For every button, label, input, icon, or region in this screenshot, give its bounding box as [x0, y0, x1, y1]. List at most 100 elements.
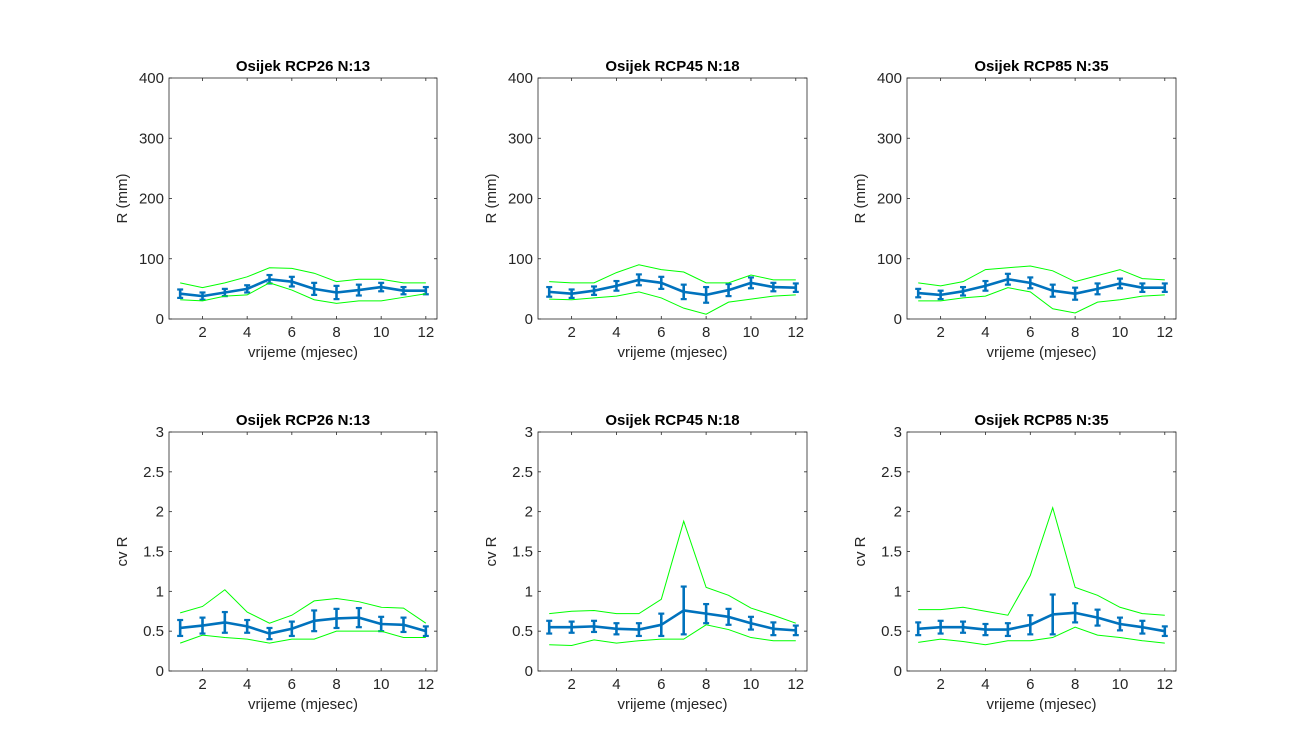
mean-series-line: [918, 277, 1165, 297]
y-tick-label: 0: [156, 311, 164, 328]
chart-title: Osijek RCP45 N:18: [605, 58, 739, 75]
y-tick-label: 1.5: [881, 544, 902, 561]
error-bar-month-7: [1049, 593, 1056, 636]
error-bar-month-9: [355, 283, 362, 297]
error-bar-month-8: [1072, 286, 1079, 301]
x-tick-label: 6: [657, 676, 665, 693]
error-bar-month-9: [725, 607, 732, 626]
error-bar-month-9: [1094, 608, 1101, 627]
x-tick-label: 8: [332, 676, 340, 693]
plot-frame: [906, 431, 1177, 672]
x-axis-label: vrijeme (mjesec): [617, 696, 727, 713]
y-tick-label: 1: [156, 583, 164, 600]
upper-bound-line: [918, 265, 1165, 287]
lower-bound-line: [549, 291, 796, 315]
x-tick-label: 6: [1026, 324, 1034, 341]
y-axis-label: cv R: [852, 536, 869, 566]
y-tick-label: 1: [894, 583, 902, 600]
error-bar-month-10: [378, 281, 385, 293]
y-tick-label: 3: [525, 424, 533, 441]
error-bar-month-3: [960, 620, 967, 634]
chart-panel-3: Osijek RCP85 N:35 0 100 200 300 400 2 4 6 8 10 12 vr…: [852, 58, 1177, 361]
error-bar-month-3: [591, 619, 598, 634]
x-tick-label: 12: [787, 324, 804, 341]
upper-bound-line: [918, 505, 1165, 616]
error-bar-month-11: [770, 621, 777, 637]
x-tick-label: 12: [417, 324, 434, 341]
error-bar-month-7: [680, 585, 687, 636]
error-bar-month-10: [1116, 616, 1123, 632]
error-bar-month-10: [747, 276, 754, 290]
x-axis-label: vrijeme (mjesec): [617, 344, 727, 361]
error-bar-month-12: [1161, 282, 1168, 293]
error-bar-month-4: [613, 622, 620, 636]
mean-series-line: [180, 616, 427, 635]
x-tick-label: 12: [1156, 676, 1173, 693]
error-bar-month-6: [288, 620, 295, 638]
y-tick-label: 0: [525, 311, 533, 328]
error-bar-month-1: [915, 287, 922, 299]
error-bar-month-2: [199, 291, 206, 301]
error-bar-month-5: [635, 622, 642, 638]
error-bar-month-8: [1072, 602, 1079, 624]
y-tick-label: 400: [139, 70, 164, 87]
error-bar-month-5: [266, 626, 273, 641]
x-tick-label: 10: [373, 324, 390, 341]
x-tick-label: 12: [417, 676, 434, 693]
x-tick-label: 4: [612, 324, 620, 341]
x-tick-label: 8: [702, 324, 710, 341]
error-bar-month-12: [1161, 625, 1168, 638]
upper-bound-line: [180, 589, 427, 624]
x-tick-label: 10: [373, 676, 390, 693]
lower-bound-line: [180, 282, 426, 304]
y-tick-label: 200: [508, 191, 533, 208]
x-tick-label: 12: [1156, 324, 1173, 341]
y-axis-label: cv R: [483, 536, 500, 566]
upper-bound-line: [180, 267, 426, 289]
chart-title: Osijek RCP85 N:35: [974, 412, 1108, 429]
error-bar-month-3: [221, 610, 228, 634]
x-tick-label: 10: [1112, 676, 1129, 693]
chart-title: Osijek RCP85 N:35: [974, 58, 1108, 75]
lower-bound-line: [918, 287, 1165, 314]
x-tick-label: 4: [981, 324, 989, 341]
error-bar-month-1: [546, 619, 553, 635]
x-tick-label: 2: [567, 324, 575, 341]
error-bar-month-9: [725, 282, 732, 298]
lower-bound-line: [179, 630, 426, 644]
error-bar-month-11: [400, 616, 407, 634]
error-bar-month-4: [244, 618, 251, 634]
error-bar-month-10: [747, 615, 754, 631]
error-bar-month-4: [982, 279, 989, 292]
x-tick-label: 10: [743, 676, 760, 693]
x-tick-label: 2: [198, 676, 206, 693]
error-bar-month-5: [635, 273, 642, 287]
chart-title: Osijek RCP26 N:13: [236, 412, 370, 429]
x-tick-label: 2: [198, 324, 206, 341]
chart-title: Osijek RCP26 N:13: [236, 58, 370, 75]
y-tick-label: 300: [508, 130, 533, 147]
error-bar-month-8: [703, 602, 710, 625]
x-tick-label: 2: [936, 676, 944, 693]
y-tick-label: 2.5: [512, 464, 533, 481]
y-tick-label: 0.5: [512, 623, 533, 640]
x-tick-label: 4: [243, 324, 251, 341]
chart-title: Osijek RCP45 N:18: [605, 412, 739, 429]
x-axis-label: vrijeme (mjesec): [248, 696, 358, 713]
chart-panel-2: Osijek RCP45 N:18 0 100 200 300 400 2 4 6 8 10 12 vr…: [483, 58, 808, 361]
x-tick-label: 8: [1071, 676, 1079, 693]
error-bar-month-3: [591, 285, 598, 296]
error-bar-month-6: [658, 275, 665, 290]
x-tick-label: 8: [1071, 324, 1079, 341]
mean-series-line: [918, 611, 1166, 633]
x-tick-label: 10: [1112, 324, 1129, 341]
y-tick-label: 3: [894, 424, 902, 441]
error-bar-month-9: [1094, 282, 1101, 296]
plot-frame: [537, 431, 808, 672]
error-bar-month-5: [1004, 622, 1011, 638]
error-bar-month-8: [333, 607, 340, 630]
chart-panel-4: Osijek RCP26 N:13 0 0.5 1 1.5 2 2.5 3 2 4 6 8 10 12 vr…: [114, 412, 438, 713]
y-tick-label: 200: [877, 191, 902, 208]
error-bar-month-7: [311, 609, 318, 633]
error-bar-month-1: [915, 621, 922, 637]
